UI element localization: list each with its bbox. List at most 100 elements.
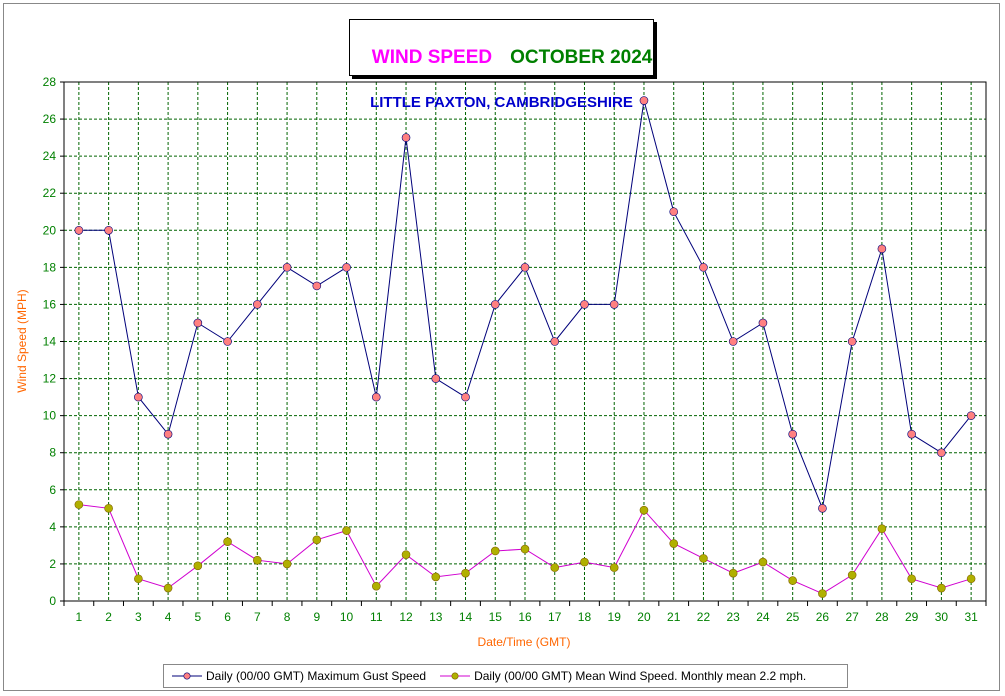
y-tick-label: 8 [49, 446, 56, 460]
chart-title: WIND SPEED [371, 47, 493, 68]
legend: Daily (00/00 GMT) Maximum Gust Speed Dai… [163, 664, 848, 688]
x-tick-label: 20 [637, 610, 651, 624]
data-point-gust [907, 429, 916, 439]
x-tick-label: 28 [875, 610, 889, 624]
y-tick-label: 28 [43, 75, 57, 89]
y-tick-label: 26 [43, 112, 57, 126]
chart-month: OCTOBER 2024 [510, 47, 653, 68]
data-point-gust [966, 411, 976, 420]
x-tick-label: 2 [105, 610, 112, 624]
y-tick-label: 20 [43, 223, 57, 237]
data-point-gust [74, 225, 84, 235]
legend-item-mean: Daily (00/00 GMT) Mean Wind Speed. Month… [440, 669, 806, 683]
data-point-mean [104, 504, 113, 513]
y-tick-label: 14 [43, 335, 57, 349]
data-point-mean [937, 583, 946, 593]
x-tick-label: 30 [935, 610, 949, 624]
data-point-mean [550, 563, 560, 572]
y-tick-label: 16 [43, 297, 57, 311]
data-point-mean [788, 576, 797, 585]
data-point-mean [639, 505, 649, 515]
data-point-mean [758, 557, 768, 567]
y-tick-label: 4 [49, 520, 56, 534]
data-point-mean [431, 572, 441, 582]
y-tick-label: 6 [49, 483, 56, 497]
data-point-mean [699, 554, 708, 563]
data-point-mean [580, 557, 589, 567]
data-point-mean [163, 583, 173, 593]
x-tick-label: 17 [548, 610, 562, 624]
data-point-gust [312, 281, 322, 291]
data-point-mean [134, 574, 143, 584]
data-point-gust [401, 133, 411, 142]
data-point-mean [342, 526, 351, 535]
data-point-mean [371, 581, 381, 591]
y-axis-label: Wind Speed (MPH) [15, 289, 29, 392]
x-tick-label: 22 [697, 610, 711, 624]
chart-frame [3, 3, 1000, 691]
x-tick-label: 16 [518, 610, 532, 624]
data-point-gust [253, 300, 262, 309]
x-tick-label: 26 [816, 610, 830, 624]
x-tick-label: 5 [194, 610, 201, 624]
data-point-gust [193, 318, 203, 328]
x-tick-label: 15 [489, 610, 503, 624]
data-point-mean [282, 559, 292, 569]
data-point-gust [937, 448, 946, 458]
data-point-gust [699, 263, 708, 272]
chart-title-box: WIND SPEED OCTOBER 2024 LITTLE PAXTON, CA… [349, 19, 654, 111]
data-point-mean [401, 550, 411, 559]
plot-area-border [63, 81, 987, 602]
x-tick-label: 12 [399, 610, 413, 624]
y-tick-label: 22 [43, 186, 57, 200]
y-tick-label: 2 [49, 557, 56, 571]
data-point-mean [877, 524, 887, 534]
x-tick-label: 18 [578, 610, 592, 624]
data-point-mean [818, 589, 827, 598]
x-tick-label: 13 [429, 610, 443, 624]
x-tick-label: 11 [370, 610, 383, 624]
data-point-gust [847, 337, 857, 346]
x-tick-label: 21 [667, 610, 681, 624]
data-point-mean [847, 570, 857, 580]
x-tick-label: 14 [459, 610, 473, 624]
x-tick-label: 31 [964, 610, 978, 624]
chart-location: LITTLE PAXTON, CAMBRIDGESHIRE [370, 94, 633, 111]
data-point-gust [371, 392, 381, 402]
y-tick-label: 24 [43, 149, 57, 163]
data-point-gust [728, 337, 738, 346]
data-point-mean [223, 537, 232, 546]
data-point-gust [282, 263, 292, 272]
data-point-gust [163, 429, 173, 439]
data-point-mean [609, 563, 619, 572]
y-tick-label: 0 [49, 594, 56, 608]
legend-label-mean: Daily (00/00 GMT) Mean Wind Speed. Month… [474, 669, 807, 683]
data-point-gust [580, 300, 589, 309]
data-point-gust [550, 337, 560, 346]
data-point-gust [342, 263, 351, 272]
data-point-gust [134, 392, 143, 402]
data-point-mean [253, 555, 262, 565]
y-tick-label: 10 [43, 409, 57, 423]
data-point-mean [907, 574, 916, 584]
data-point-gust [104, 225, 113, 235]
data-point-gust [520, 263, 530, 272]
data-point-mean [312, 535, 322, 545]
data-point-mean [461, 568, 470, 578]
x-tick-label: 4 [165, 610, 172, 624]
x-tick-label: 3 [135, 610, 142, 624]
x-tick-label: 19 [608, 610, 622, 624]
x-tick-label: 24 [756, 610, 770, 624]
x-tick-label: 23 [727, 610, 741, 624]
data-point-gust [669, 207, 679, 217]
x-tick-label: 10 [340, 610, 354, 624]
legend-mean-swatch [440, 672, 471, 680]
x-tick-label: 6 [224, 610, 231, 624]
x-tick-label: 9 [313, 610, 320, 624]
grid-layer [64, 81, 986, 601]
x-tick-label: 8 [284, 610, 291, 624]
x-tick-label: 7 [254, 610, 261, 624]
legend-label-gust: Daily (00/00 GMT) Maximum Gust Speed [206, 669, 427, 683]
y-tick-label: 18 [43, 260, 57, 274]
